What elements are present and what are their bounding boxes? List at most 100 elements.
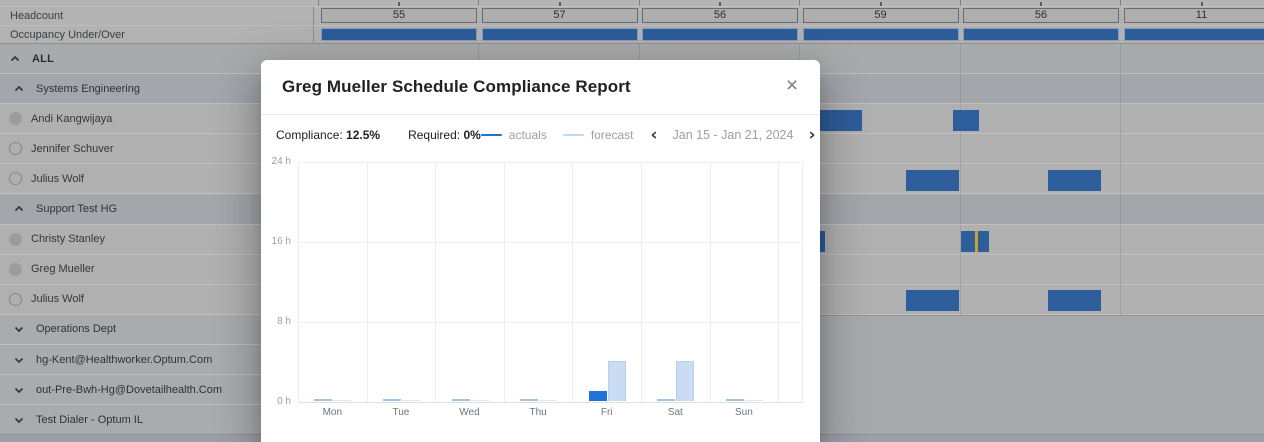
- column-header-tick: [879, 2, 882, 6]
- close-icon[interactable]: ×: [785, 74, 799, 97]
- schedule-shift-block[interactable]: [1048, 290, 1101, 311]
- headcount-cell: 59: [802, 8, 959, 23]
- chevron-up-icon[interactable]: [8, 52, 22, 66]
- schedule-shift-block[interactable]: [975, 231, 978, 252]
- vertical-gridline: [641, 162, 642, 402]
- bar-forecast: [744, 400, 763, 401]
- headcount-row: Headcount 55 57 56 59 56 11: [0, 7, 1264, 26]
- schedule-shift-block[interactable]: [817, 231, 825, 252]
- headcount-cell: 55: [321, 8, 477, 23]
- schedule-shift-block[interactable]: [1048, 170, 1101, 191]
- avatar: [9, 262, 22, 276]
- sidebar-item-label: Christy Stanley: [31, 233, 105, 246]
- occupancy-bar: [1123, 28, 1264, 41]
- x-axis-label: Wed: [459, 407, 480, 418]
- schedule-shift-block[interactable]: [806, 110, 862, 131]
- column-gridline: [959, 44, 961, 315]
- sidebar-item-label: Test Dialer - Optum IL: [36, 413, 143, 426]
- chevron-down-icon[interactable]: [12, 322, 26, 336]
- column-header-tick: [398, 2, 400, 6]
- avatar: [9, 172, 22, 186]
- sidebar-item-label: out-Pre-Bwh-Hg@Dovetailhealth.Com: [36, 383, 223, 396]
- sidebar-grid-divider: [313, 7, 314, 25]
- column-header-tick: [1040, 2, 1042, 6]
- next-week-icon[interactable]: ›: [808, 124, 816, 145]
- legend-label: actuals: [508, 128, 547, 142]
- sidebar-item-label: hg-Kent@Healthworker.Optum.Com: [36, 353, 213, 366]
- legend-item-forecast[interactable]: forecast: [562, 128, 634, 142]
- column-boundary-line: [478, 0, 479, 6]
- prev-week-icon[interactable]: ‹: [650, 124, 658, 145]
- chevron-down-icon[interactable]: [12, 353, 26, 367]
- chart-legend: actuals forecast: [480, 128, 634, 142]
- required-label: Required:: [408, 128, 461, 142]
- vertical-gridline: [298, 162, 299, 402]
- column-header-strip: [0, 0, 1264, 7]
- sidebar-item-label: ALL: [32, 52, 54, 65]
- occupancy-bar: [481, 28, 638, 41]
- x-axis-label: Mon: [322, 407, 343, 418]
- occupancy-label: Occupancy Under/Over: [10, 28, 125, 41]
- x-axis-label: Sun: [734, 407, 753, 418]
- column-boundary-line: [317, 0, 319, 6]
- vertical-gridline: [778, 162, 780, 402]
- chart-plot-area: Mon Tue Wed Thu Fri Sat Sun: [298, 162, 803, 418]
- avatar: [9, 292, 22, 306]
- sidebar-item-label: Greg Mueller: [31, 263, 95, 276]
- x-axis-label: Tue: [392, 407, 410, 418]
- compliance-value: 12.5%: [346, 128, 381, 142]
- y-axis-label: 8 h: [277, 316, 291, 327]
- legend-label: forecast: [590, 128, 634, 142]
- bar-forecast: [607, 361, 626, 401]
- chevron-down-icon[interactable]: [12, 413, 26, 427]
- schedule-shift-block[interactable]: [978, 231, 989, 252]
- headcount-cell: 11: [1123, 8, 1264, 23]
- required-stat: Required: 0%: [408, 128, 481, 142]
- compliance-chart: Mon Tue Wed Thu Fri Sat Sun 24 h 16 h 8 h 0 h: [261, 156, 820, 427]
- required-value: 0%: [463, 128, 481, 142]
- bar-actuals: [657, 399, 676, 401]
- horizontal-gridline: [298, 402, 803, 403]
- bar-forecast: [333, 400, 352, 401]
- vertical-gridline: [503, 162, 505, 402]
- grid-empty-area: [818, 315, 1264, 435]
- schedule-shift-block[interactable]: [961, 231, 975, 252]
- dialog-header: Greg Mueller Schedule Compliance Report …: [261, 60, 820, 115]
- avatar: [9, 232, 22, 246]
- column-header-tick: [558, 2, 561, 6]
- compliance-report-dialog: Greg Mueller Schedule Compliance Report …: [261, 60, 820, 442]
- legend-item-actuals[interactable]: actuals: [480, 128, 547, 142]
- vertical-gridline: [802, 162, 803, 402]
- sidebar-item-label: Operations Dept: [36, 323, 117, 336]
- legend-line-icon: [562, 134, 584, 136]
- bar-forecast: [470, 400, 489, 401]
- sidebar-item-label: Julius Wolf: [31, 293, 84, 306]
- occupancy-bar: [321, 28, 477, 41]
- column-header-tick: [1200, 2, 1203, 6]
- schedule-shift-block[interactable]: [906, 290, 959, 311]
- schedule-shift-block[interactable]: [906, 170, 959, 191]
- dialog-title: Greg Mueller Schedule Compliance Report: [282, 77, 631, 96]
- y-axis-label: 0 h: [277, 396, 291, 407]
- schedule-shift-block[interactable]: [953, 110, 979, 131]
- bar-actuals: [314, 399, 333, 401]
- chevron-up-icon[interactable]: [12, 202, 26, 216]
- chevron-down-icon[interactable]: [12, 383, 26, 397]
- bar-actuals: [588, 391, 607, 401]
- vertical-gridline: [435, 162, 437, 402]
- occupancy-row: Occupancy Under/Over: [0, 26, 1264, 44]
- bar-actuals: [451, 399, 470, 401]
- avatar: [9, 112, 22, 126]
- horizontal-gridline: [298, 162, 803, 163]
- horizontal-gridline: [298, 322, 803, 323]
- column-boundary-line: [1120, 0, 1121, 6]
- headcount-cell: 56: [963, 8, 1119, 23]
- column-boundary-line: [959, 0, 961, 6]
- legend-line-icon: [480, 134, 502, 136]
- chevron-up-icon[interactable]: [12, 82, 26, 96]
- compliance-label: Compliance:: [276, 128, 343, 142]
- vertical-gridline: [709, 162, 711, 402]
- x-axis-label: Fri: [600, 407, 613, 418]
- compliance-stat: Compliance: 12.5%: [276, 128, 380, 142]
